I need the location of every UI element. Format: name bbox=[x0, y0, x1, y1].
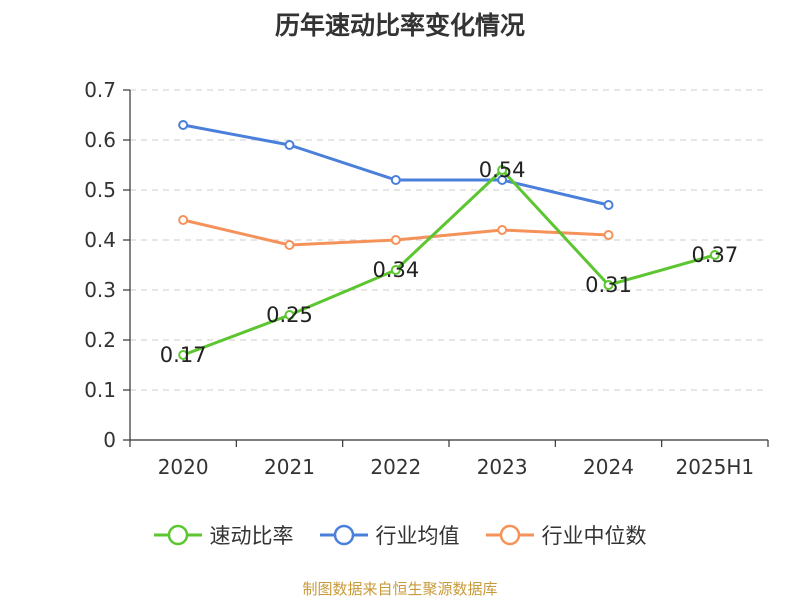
x-tick-label-2: 2022 bbox=[370, 455, 421, 479]
legend-label-0: 速动比率 bbox=[209, 524, 294, 548]
legend-label-2: 行业中位数 bbox=[541, 524, 647, 548]
y-tick-label-1: 0.1 bbox=[84, 378, 116, 402]
axis-layer: 0 0.1 0.2 0.3 0.4 0.5 0.6 0.7 2020 2021 2022 2023 20… bbox=[84, 78, 769, 479]
data-label-2: 0.34 bbox=[372, 258, 419, 282]
series-line-0 bbox=[182, 168, 716, 357]
legend-swatch-marker-2 bbox=[499, 524, 520, 546]
y-tick-label-5: 0.5 bbox=[84, 178, 116, 202]
y-tick-label-0: 0 bbox=[103, 428, 116, 452]
y-tick-label-2: 0.2 bbox=[84, 328, 116, 352]
y-tick-label-7: 0.7 bbox=[84, 78, 116, 102]
series-1-point-2[interactable] bbox=[390, 175, 401, 185]
series-2-point-4[interactable] bbox=[603, 230, 614, 240]
legend-label-1: 行业均值 bbox=[375, 524, 460, 548]
chart-title: 历年速动比率变化情况 bbox=[274, 11, 525, 40]
legend-swatch-0 bbox=[153, 524, 202, 546]
series-layer bbox=[178, 120, 720, 360]
legend-swatch-marker-1 bbox=[333, 524, 354, 546]
series-0-point-0[interactable] bbox=[178, 350, 189, 360]
series-1-point-1[interactable] bbox=[284, 140, 295, 150]
series-1-point-4[interactable] bbox=[603, 200, 614, 210]
series-0-point-4[interactable] bbox=[603, 280, 614, 290]
data-label-4: 0.31 bbox=[585, 273, 632, 297]
data-label-1: 0.25 bbox=[266, 303, 313, 327]
series-1-point-3[interactable] bbox=[497, 175, 508, 185]
series-0-point-2[interactable] bbox=[390, 265, 401, 275]
legend-swatch-marker-0 bbox=[167, 524, 188, 546]
x-tick-label-5: 2025H1 bbox=[675, 455, 754, 479]
data-label-3: 0.54 bbox=[479, 158, 526, 182]
x-tick-label-4: 2024 bbox=[583, 455, 634, 479]
source-note: 制图数据来自恒生聚源数据库 bbox=[302, 580, 498, 598]
series-2-point-1[interactable] bbox=[284, 240, 295, 250]
legend-swatch-2 bbox=[485, 524, 534, 546]
series-1-point-0[interactable] bbox=[178, 120, 189, 130]
x-tick-label-3: 2023 bbox=[477, 455, 528, 479]
legend-item-1[interactable]: 行业均值 bbox=[319, 520, 460, 550]
data-label-0: 0.17 bbox=[160, 343, 207, 367]
series-0-point-1[interactable] bbox=[284, 310, 295, 320]
legend: 速动比率 行业均值 行业中位数 bbox=[0, 520, 800, 550]
series-2-point-2[interactable] bbox=[390, 235, 401, 245]
y-tick-label-6: 0.6 bbox=[84, 128, 116, 152]
x-tick-label-1: 2021 bbox=[264, 455, 315, 479]
series-0-point-5[interactable] bbox=[709, 250, 720, 260]
y-tick-label-3: 0.3 bbox=[84, 278, 116, 302]
data-label-5: 0.37 bbox=[691, 243, 738, 267]
series-line-1 bbox=[182, 123, 609, 207]
series-2-point-3[interactable] bbox=[497, 225, 508, 235]
legend-item-2[interactable]: 行业中位数 bbox=[485, 520, 647, 550]
x-tick-label-0: 2020 bbox=[158, 455, 209, 479]
label-layer: 0.17 0.25 0.34 0.54 0.31 0.37 bbox=[160, 158, 738, 367]
legend-item-0[interactable]: 速动比率 bbox=[153, 520, 294, 550]
series-0-point-3[interactable] bbox=[497, 165, 508, 175]
legend-swatch-1 bbox=[319, 524, 368, 546]
grid-layer bbox=[130, 89, 768, 391]
y-tick-label-4: 0.4 bbox=[84, 228, 116, 252]
series-2-point-0[interactable] bbox=[178, 215, 189, 225]
